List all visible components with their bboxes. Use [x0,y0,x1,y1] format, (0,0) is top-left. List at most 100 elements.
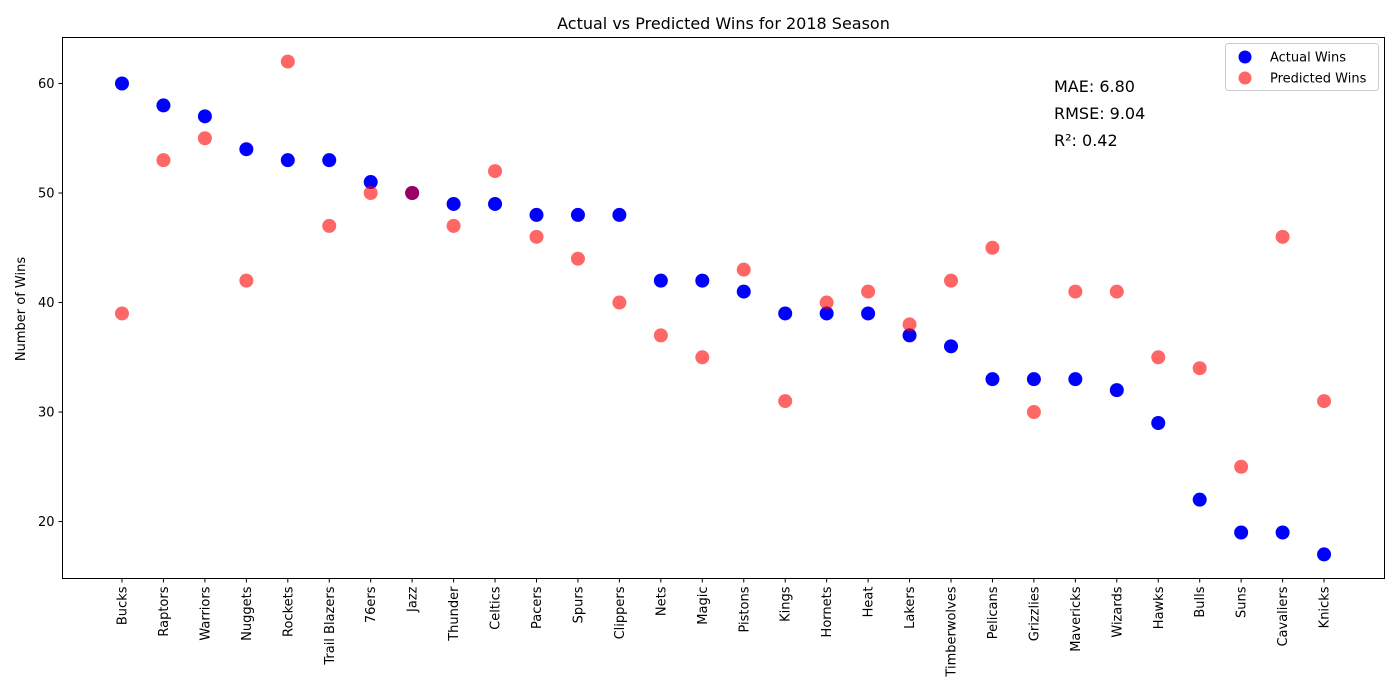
chart-title: Actual vs Predicted Wins for 2018 Season [557,14,890,33]
point-predicted [115,306,129,321]
point-actual [322,153,337,168]
point-actual [363,175,378,190]
point-predicted [1192,361,1207,376]
metric-2: R²: 0.42 [1054,131,1118,150]
point-predicted [1109,284,1124,299]
x-tick-label: Hawks [1152,586,1167,629]
point-actual [529,207,544,222]
x-tick-label: Nets [654,586,669,616]
point-actual [1109,383,1124,398]
x-tick-label: Raptors [157,586,172,636]
point-predicted [985,240,1000,255]
x-tick-label: Magic [696,587,711,625]
point-predicted [405,186,420,201]
point-actual [695,273,710,288]
point-actual [1234,525,1249,540]
point-actual [239,142,254,157]
point-actual [653,273,668,288]
point-predicted [488,164,503,179]
point-actual [1275,525,1290,540]
x-tick-label: Bucks [116,586,131,625]
y-tick-label: 60 [38,77,55,92]
point-predicted [778,394,793,409]
point-actual [156,98,171,113]
point-predicted [1234,459,1249,474]
point-actual [985,372,1000,387]
y-tick-label: 50 [38,187,55,202]
x-tick-label: Knicks [1318,586,1333,628]
legend-label-predicted: Predicted Wins [1270,72,1367,87]
point-actual [446,196,461,211]
x-tick-label: Pistons [737,586,752,632]
x-tick-label: Pacers [530,586,545,629]
point-predicted [239,273,254,288]
point-predicted [1275,229,1290,244]
point-actual [861,306,876,321]
x-tick-label: Warriors [198,586,213,640]
point-actual [280,153,295,168]
y-tick-label: 30 [38,406,55,421]
y-axis-ticks: 20 30 40 50 60 [38,77,63,530]
x-tick-label: Spurs [571,586,586,623]
x-tick-label: Trail Blazers [323,586,338,665]
point-actual [819,306,834,321]
point-actual [197,109,212,124]
x-tick-label: Mavericks [1069,586,1084,652]
legend-label-actual: Actual Wins [1270,51,1346,66]
point-actual [1192,492,1207,507]
point-predicted [1068,284,1083,299]
point-actual [488,196,503,211]
point-actual [1151,415,1166,430]
point-actual [115,76,129,91]
x-tick-label: Timberwolves [945,586,960,677]
point-predicted [529,229,544,244]
x-tick-label: 76ers [364,586,379,623]
legend: Actual Wins Predicted Wins [1225,43,1379,91]
point-actual [1068,372,1083,387]
point-predicted [1026,405,1041,420]
point-predicted [1317,394,1332,409]
point-predicted [736,262,751,277]
point-predicted [322,218,337,233]
x-tick-label: Hornets [820,586,835,637]
point-actual [736,284,751,299]
metrics-annotation: MAE: 6.80 RMSE: 9.04 R²: 0.42 [1054,77,1145,150]
point-predicted [944,273,958,288]
point-predicted [612,295,627,310]
point-actual [570,207,585,222]
legend-marker-predicted [1238,71,1252,85]
y-axis-label: Number of Wins [14,257,29,361]
x-tick-label: Jazz [406,586,421,613]
x-tick-label: Wizards [1110,586,1125,637]
point-predicted [1151,350,1166,365]
data-points [115,54,1332,562]
x-tick-label: Heat [862,587,877,618]
point-actual [1026,372,1041,387]
point-predicted [570,251,585,266]
legend-marker-actual [1238,50,1252,64]
point-predicted [902,317,917,332]
point-actual [944,339,958,354]
x-tick-label: Pelicans [986,586,1001,639]
point-predicted [653,328,668,343]
metric-0: MAE: 6.80 [1054,77,1135,96]
point-predicted [695,350,710,365]
point-predicted [819,295,834,310]
point-actual [612,207,627,222]
x-tick-label: Clippers [613,586,628,639]
plot-frame [62,37,1385,579]
legend-box [1225,43,1379,91]
x-tick-label: Bulls [1193,586,1208,617]
x-tick-label: Thunder [447,586,462,642]
point-predicted [363,186,378,201]
x-tick-label: Grizzlies [1027,586,1042,641]
point-predicted [280,54,295,69]
point-actual [778,306,793,321]
x-tick-label: Nuggets [240,586,255,641]
x-tick-label: Rockets [281,586,296,637]
point-predicted [861,284,876,299]
x-axis-ticks: Bucks Raptors Warriors Nuggets Rockets Trail … [116,578,1333,678]
y-tick-label: 20 [38,515,55,530]
x-tick-label: Celtics [489,586,504,630]
